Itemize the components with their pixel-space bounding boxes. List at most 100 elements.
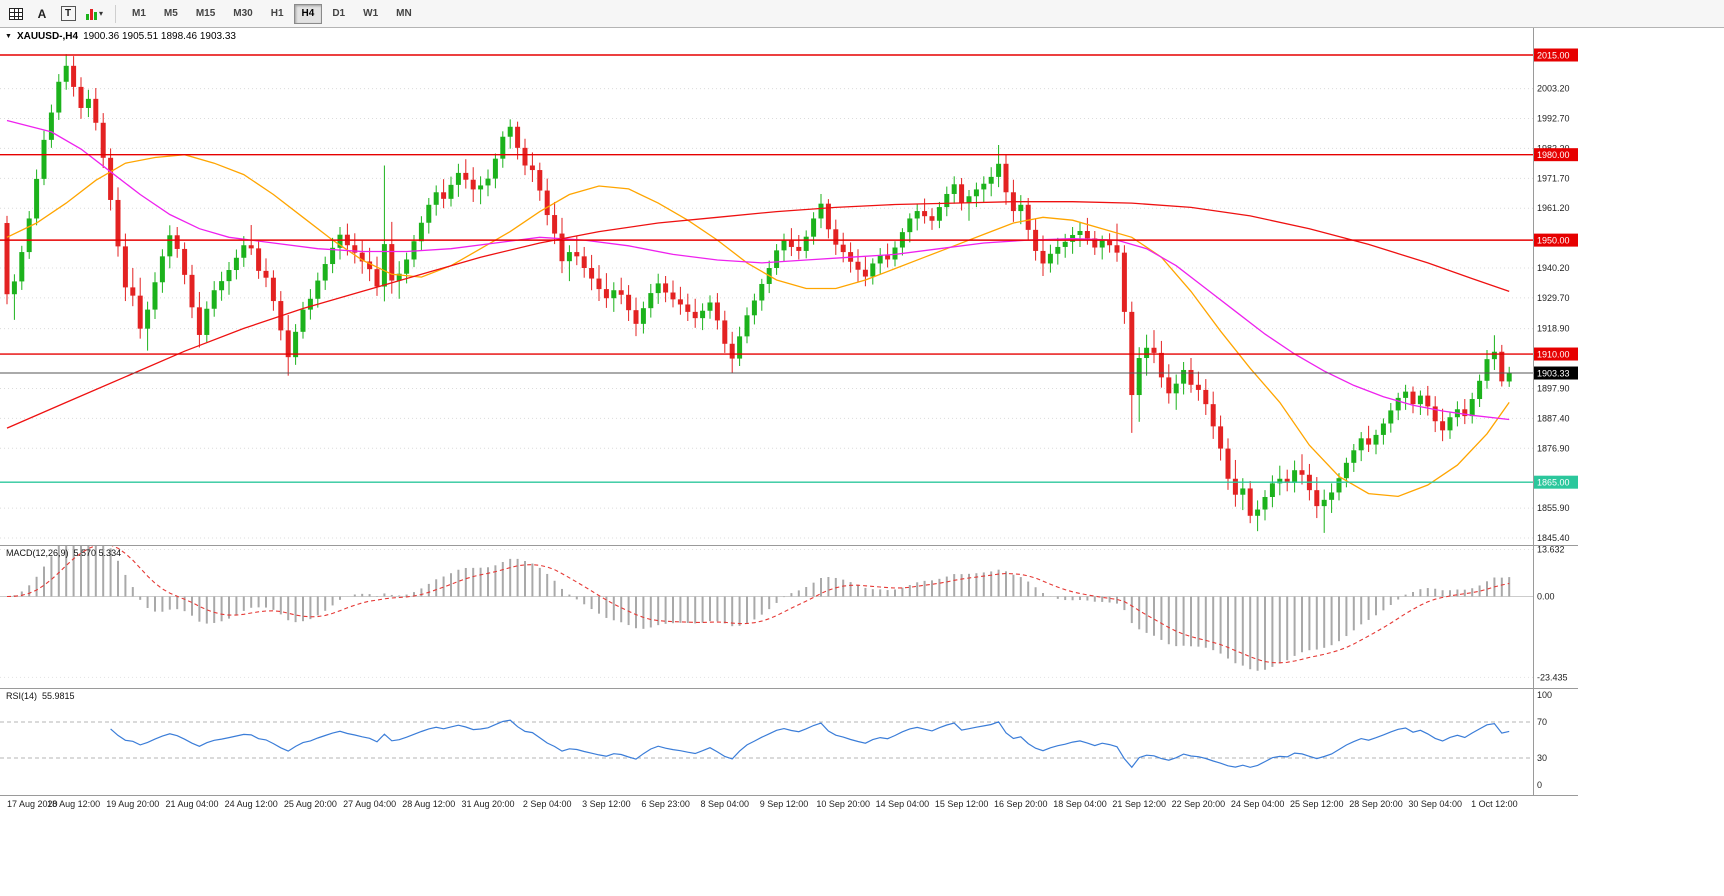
candle-body <box>1084 231 1090 239</box>
candle-body <box>26 218 32 253</box>
candle-body <box>167 235 173 257</box>
letter-a-icon: A <box>37 6 47 21</box>
time-scale[interactable] <box>0 795 1533 812</box>
timeframe-h4[interactable]: H4 <box>293 3 323 24</box>
macd-name: MACD(12,26,9) <box>6 548 69 558</box>
candle-body <box>1432 406 1438 422</box>
candle-body <box>1388 410 1394 424</box>
candle-body <box>463 172 469 180</box>
cursor-a-tool-button[interactable]: A <box>30 3 54 25</box>
candle-body <box>1321 499 1327 507</box>
candle-body <box>981 183 987 190</box>
candle-body <box>996 163 1002 177</box>
timeframe-h1[interactable]: H1 <box>263 4 292 24</box>
candle-body <box>248 245 254 249</box>
svg-text:10 Sep 20:00: 10 Sep 20:00 <box>816 799 870 809</box>
candle-body <box>589 268 595 279</box>
candle-body <box>78 86 84 108</box>
rsi-label: RSI(14) 55.9815 <box>6 691 75 701</box>
candle-body <box>1403 391 1409 398</box>
candle-body <box>241 245 247 258</box>
svg-text:2003.20: 2003.20 <box>1537 84 1570 94</box>
svg-text:1887.40: 1887.40 <box>1537 413 1570 423</box>
candle-body <box>219 281 225 291</box>
candle-body <box>1299 470 1305 475</box>
svg-text:1918.90: 1918.90 <box>1537 324 1570 334</box>
candle-body <box>108 157 114 200</box>
candle-body <box>1351 450 1357 463</box>
candle-body <box>1262 496 1268 510</box>
collapse-triangle-icon[interactable]: ▼ <box>5 33 12 40</box>
svg-text:16 Sep 20:00: 16 Sep 20:00 <box>994 799 1048 809</box>
svg-text:1845.40: 1845.40 <box>1537 533 1570 543</box>
chart-canvas[interactable]: 2003.201992.701982.201971.701961.201940.… <box>0 28 1724 812</box>
candle-body <box>655 283 661 294</box>
candle-body <box>1292 470 1298 483</box>
candle-body <box>892 247 898 260</box>
svg-text:1971.70: 1971.70 <box>1537 173 1570 183</box>
timeframe-d1[interactable]: D1 <box>324 4 353 24</box>
candle-body <box>137 295 143 329</box>
svg-text:24 Sep 04:00: 24 Sep 04:00 <box>1231 799 1285 809</box>
svg-text:25 Aug 20:00: 25 Aug 20:00 <box>284 799 337 809</box>
candle-body <box>1062 241 1068 247</box>
candle-body <box>1491 351 1497 360</box>
svg-text:28 Aug 12:00: 28 Aug 12:00 <box>402 799 455 809</box>
svg-text:13.632: 13.632 <box>1537 544 1565 554</box>
timeframe-m1[interactable]: M1 <box>124 4 154 24</box>
candle-body <box>1092 238 1098 248</box>
timeframe-mn[interactable]: MN <box>388 4 420 24</box>
candle-body <box>285 330 291 358</box>
candle-body <box>1277 478 1283 484</box>
candle-body <box>330 247 336 265</box>
candle-body <box>722 320 728 344</box>
timeframe-w1[interactable]: W1 <box>355 4 386 24</box>
timeframe-m30[interactable]: M30 <box>225 4 260 24</box>
indicators-button[interactable]: ▾ <box>82 3 107 25</box>
candle-body <box>1329 492 1335 500</box>
candle-body <box>470 179 476 190</box>
candle-body <box>1440 421 1446 431</box>
candle-body <box>1358 438 1364 451</box>
svg-text:-23.435: -23.435 <box>1537 672 1568 682</box>
svg-text:1897.90: 1897.90 <box>1537 383 1570 393</box>
candle-body <box>640 308 646 324</box>
current-price-tag <box>1534 366 1578 380</box>
rsi-name: RSI(14) <box>6 691 38 701</box>
timeframe-m5[interactable]: M5 <box>156 4 186 24</box>
candle-body <box>389 244 395 281</box>
level-price-tag <box>1534 148 1578 162</box>
candle-body <box>840 244 846 253</box>
candle-body <box>1395 397 1401 411</box>
svg-text:1903.33: 1903.33 <box>1537 369 1570 379</box>
candle-body <box>404 259 410 274</box>
candle-body <box>596 278 602 290</box>
text-tool-button[interactable]: T <box>56 3 80 25</box>
candle-body <box>1469 399 1475 417</box>
svg-text:1929.70: 1929.70 <box>1537 293 1570 303</box>
dropdown-caret-icon: ▾ <box>99 9 104 18</box>
candle-body <box>685 304 691 312</box>
candle-body <box>478 185 484 190</box>
candle-body <box>670 292 676 300</box>
candle-body <box>418 222 424 242</box>
candle-body <box>41 139 47 179</box>
chart-title: ▼ XAUUSD-,H4 1900.36 1905.51 1898.46 190… <box>5 31 236 42</box>
timeframe-m15[interactable]: M15 <box>188 4 223 24</box>
candle-body <box>929 216 935 221</box>
chart-windows-button[interactable] <box>4 3 28 25</box>
svg-text:1980.00: 1980.00 <box>1537 150 1570 160</box>
candle-body <box>559 233 565 262</box>
candle-body <box>663 283 669 293</box>
candle-body <box>603 289 609 299</box>
candle-body <box>633 310 639 324</box>
candle-body <box>226 270 232 282</box>
candle-body <box>1284 478 1290 483</box>
candle-body <box>1173 383 1179 394</box>
price-scale[interactable] <box>1533 28 1593 795</box>
candle-body <box>966 196 972 203</box>
candle-body <box>1447 417 1453 431</box>
candle-body <box>1506 373 1512 382</box>
candle-body <box>1018 204 1024 212</box>
